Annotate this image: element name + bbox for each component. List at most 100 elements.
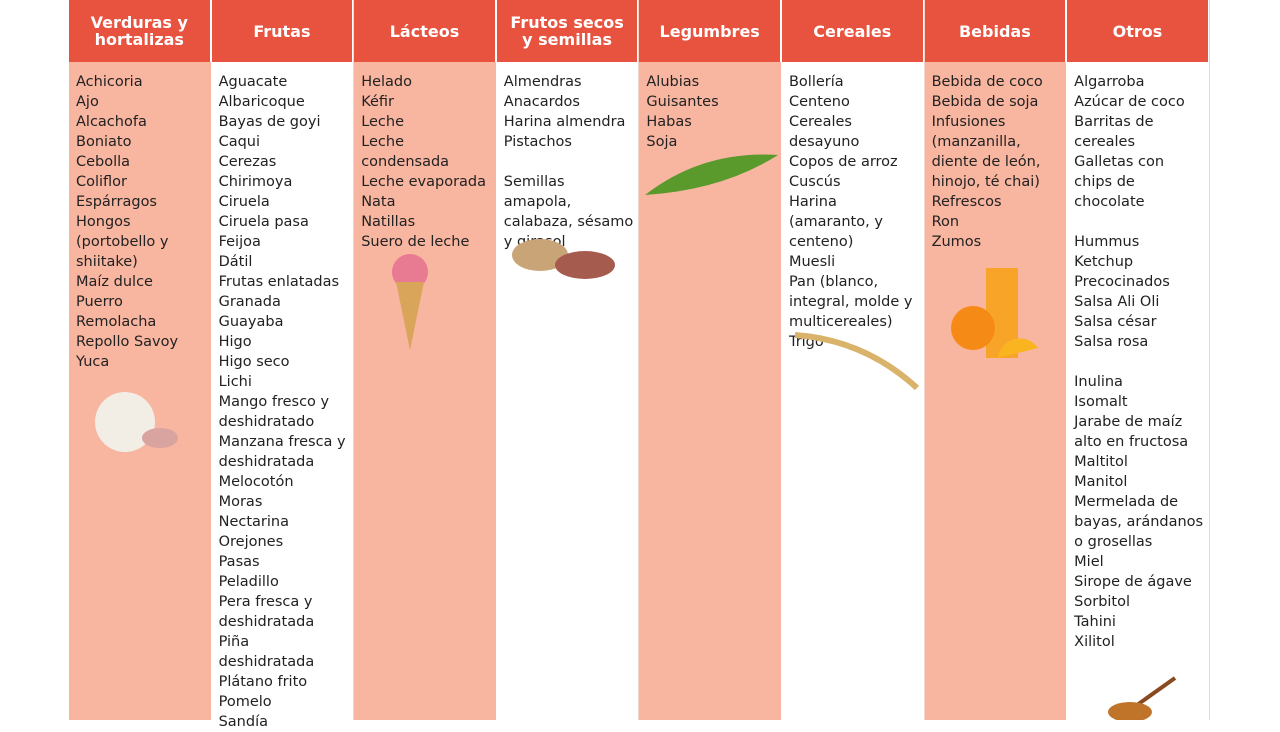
food-item: Cerezas <box>218 154 277 170</box>
column-header: Lácteos <box>354 0 496 62</box>
food-item: Mango fresco y deshidratado <box>218 394 330 430</box>
food-item: Coliflor <box>76 174 128 190</box>
column-header: Verduras y hortalizas <box>69 0 211 62</box>
food-item: Chirimoya <box>218 174 293 190</box>
item-list: Bollería Centeno Cereales desayuno Copos de… <box>782 62 924 352</box>
food-item: Maltitol <box>1074 454 1128 470</box>
group-gap <box>1074 212 1205 232</box>
food-item: Manzana fresca y deshidratada <box>218 434 346 470</box>
food-item: Piña deshidratada <box>218 634 315 670</box>
food-item: Orejones <box>218 534 284 550</box>
food-item: Semillas amapola, calabaza, sésamo y gir… <box>503 174 634 250</box>
item-list: Bebida de coco Bebida de soja Infusiones (… <box>925 62 1067 252</box>
food-item: Nectarina <box>218 514 289 530</box>
food-item: Salsa rosa <box>1074 334 1149 350</box>
food-item: Precocinados <box>1074 274 1170 290</box>
column-header: Frutas <box>211 0 354 62</box>
item-list: Helado Kéfir Leche Leche condensada Leche ev… <box>354 62 496 252</box>
food-item: Cebolla <box>76 154 131 170</box>
food-item: Refrescos <box>931 194 1002 210</box>
food-item: Guayaba <box>218 314 284 330</box>
food-item: Azúcar de coco <box>1074 94 1185 110</box>
group-gap <box>504 152 635 172</box>
food-item: Plátano frito <box>218 674 308 690</box>
food-item: Granada <box>218 294 281 310</box>
food-item: Leche <box>361 114 405 130</box>
food-item: Almendras <box>503 74 582 90</box>
item-list: Aguacate Albaricoque Bayas de goyi Caqui Cer… <box>212 62 354 732</box>
food-item: Isomalt <box>1074 394 1128 410</box>
food-item: Miel <box>1074 554 1104 570</box>
food-item: Trigo <box>788 334 824 350</box>
food-item: Algarroba <box>1074 74 1145 90</box>
column: Frutos secos y semillas Almendras Anacardo… <box>496 0 640 720</box>
food-item: Frutas enlatadas <box>218 274 340 290</box>
food-item: Ciruela <box>218 194 270 210</box>
column: Cereales Bollería Centeno Cereales desayuno… <box>781 0 925 720</box>
food-item: Ketchup <box>1074 254 1134 270</box>
food-item: Natillas <box>361 214 416 230</box>
column-header: Legumbres <box>639 0 781 62</box>
food-item: Bollería <box>788 74 844 90</box>
food-item: Pera fresca y deshidratada <box>218 594 315 630</box>
food-item: Hongos (portobello y shiitake) <box>76 214 169 270</box>
food-item: Puerro <box>76 294 123 310</box>
food-item: Cuscús <box>788 174 841 190</box>
food-item: Moras <box>218 494 263 510</box>
food-item: Repollo Savoy <box>76 334 179 350</box>
food-item: Boniato <box>76 134 132 150</box>
item-list: Algarroba Azúcar de coco Barritas de cerea… <box>1067 62 1209 652</box>
group-gap <box>1074 352 1205 372</box>
item-list: Achicoria Ajo Alcachofa Boniato Cebolla Colif… <box>69 62 211 372</box>
column: Lácteos Helado Kéfir Leche Leche condensada L… <box>354 0 497 720</box>
food-item: Bebida de soja <box>931 94 1039 110</box>
food-item: Alubias <box>646 74 700 90</box>
food-item: Habas <box>646 114 692 130</box>
food-item: Remolacha <box>76 314 157 330</box>
food-item: Tahini <box>1074 614 1116 630</box>
food-item: Albaricoque <box>218 94 305 110</box>
item-list: Alubias Guisantes Habas Soja <box>639 62 781 152</box>
food-item: Soja <box>646 134 678 150</box>
food-item: Melocotón <box>218 474 294 490</box>
food-item: Leche evaporada <box>361 174 487 190</box>
food-item: Ciruela pasa Feijoa <box>218 214 309 250</box>
food-item: Lichi <box>218 374 252 390</box>
food-item: Barritas de cereales <box>1074 114 1154 150</box>
food-item: Helado <box>361 74 413 90</box>
column: Verduras y hortalizas Achicoria Ajo Alcacho… <box>69 0 212 720</box>
food-item: Harina (amaranto, y centeno) <box>788 194 883 250</box>
column: Bebidas Bebida de coco Bebida de soja Infus… <box>924 0 1068 720</box>
food-item: Salsa Ali Oli <box>1074 294 1160 310</box>
food-item: Sirope de ágave <box>1074 574 1192 590</box>
food-item: Ron <box>931 214 960 230</box>
food-item: Zumos <box>931 234 982 250</box>
food-item: Nata <box>361 194 396 210</box>
food-item: Anacardos <box>503 94 580 110</box>
food-item: Maíz dulce <box>76 274 153 290</box>
food-item: Galletas con chips de chocolate <box>1074 154 1165 210</box>
food-item: Sorbitol <box>1074 594 1131 610</box>
food-item: Manitol <box>1074 474 1128 490</box>
food-item: Inulina <box>1074 374 1123 390</box>
food-item: Centeno <box>788 94 850 110</box>
column: Frutas Aguacate Albaricoque Bayas de goyi Ca… <box>211 0 355 730</box>
food-item: Sandía <box>218 714 268 730</box>
food-item: Ajo <box>76 94 99 110</box>
item-list: Almendras Anacardos Harina almendra Pistach… <box>497 62 639 252</box>
food-item: Pomelo <box>218 694 272 710</box>
food-item: Bayas de goyi <box>218 114 321 130</box>
food-item: Pistachos <box>503 134 572 150</box>
column-header: Otros <box>1067 0 1209 62</box>
food-item: Guisantes <box>646 94 719 110</box>
food-item: Harina almendra <box>503 114 626 130</box>
food-item: Salsa césar <box>1074 314 1157 330</box>
food-item: Muesli <box>788 254 836 270</box>
food-item: Alcachofa <box>76 114 147 130</box>
food-item: Mermelada de bayas, arándanos o grosella… <box>1074 494 1204 550</box>
food-item: Dátil <box>218 254 253 270</box>
column-header: Bebidas <box>924 0 1067 62</box>
column: Otros Algarroba Azúcar de coco Barritas de … <box>1067 0 1210 720</box>
column: Legumbres Alubias Guisantes Habas Soja <box>639 0 782 720</box>
food-item: Higo seco <box>218 354 290 370</box>
